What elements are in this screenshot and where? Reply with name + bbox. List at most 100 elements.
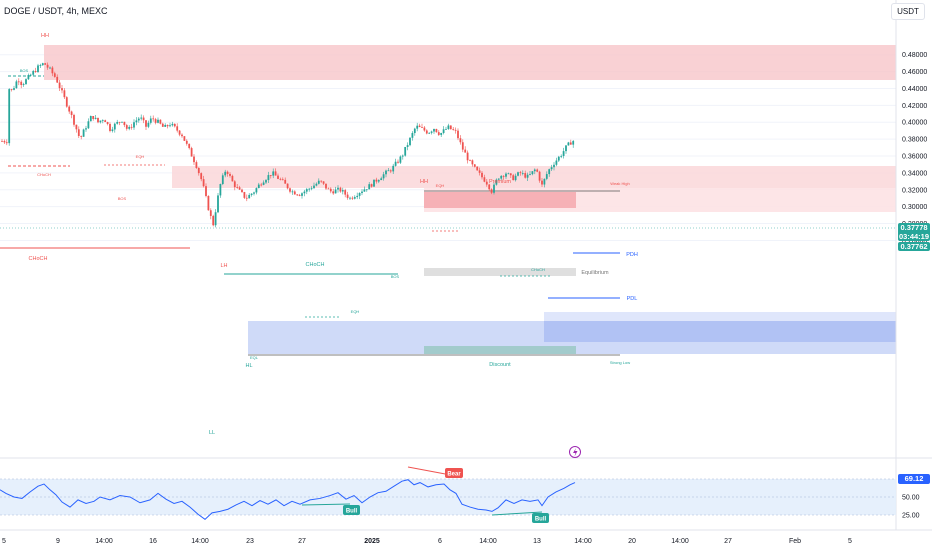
discount-block [424, 346, 576, 354]
candle-body [1, 140, 3, 142]
pdh-label: PDH [626, 252, 638, 258]
candle-body [469, 160, 471, 162]
candle-body [142, 117, 145, 121]
candle-body [409, 137, 411, 146]
candle-body [253, 192, 255, 194]
candle-body [449, 125, 452, 130]
candle-body [543, 178, 546, 185]
candle-body [221, 175, 224, 185]
price-tick-label: 0.30000 [902, 204, 927, 211]
candle-body [128, 126, 131, 129]
candle-body [111, 129, 114, 131]
candle-body [106, 122, 109, 124]
hl-label: HL [245, 363, 252, 369]
candle-body [437, 132, 440, 135]
price-axis[interactable]: 0.48000 0.46000 0.44000 0.42000 0.40000 0.380… [902, 52, 927, 245]
bos-label-3: BOS [391, 274, 400, 279]
candle-body [490, 189, 493, 193]
candle-body [339, 187, 342, 192]
candle-body [344, 190, 347, 195]
candle-body [145, 120, 147, 127]
candle-body [356, 195, 359, 198]
candle-body [41, 63, 44, 66]
candle-body [385, 170, 387, 175]
candle-body [89, 116, 92, 122]
candle-body [483, 177, 486, 182]
candle-body [15, 81, 18, 89]
candle-body [399, 156, 402, 163]
candle-body [217, 195, 219, 213]
candle-body [13, 88, 15, 90]
time-axis[interactable]: 5 9 14:00 16 14:00 23 27 2025 6 14:00 13 14:00 20 14:… [2, 538, 852, 545]
candle-body [226, 171, 229, 174]
candle-body [368, 184, 371, 190]
candle-body [243, 192, 246, 198]
candle-body [25, 79, 27, 85]
time-tick-label: 23 [246, 538, 254, 545]
bos-label-2: BOS [118, 196, 127, 201]
candle-body [481, 172, 483, 178]
candle-body [493, 184, 495, 193]
price-tick-label: 0.26000 [902, 238, 927, 245]
candle-body [471, 160, 474, 165]
candle-body [159, 119, 162, 124]
candle-body [428, 132, 431, 134]
candle-body [567, 142, 570, 146]
candle-body [447, 125, 450, 129]
candle-body [58, 82, 61, 89]
time-tick-label: 13 [533, 538, 541, 545]
candle-body [113, 123, 116, 130]
candle-body [457, 130, 459, 139]
candle-body [370, 184, 373, 187]
candle-body [337, 187, 339, 190]
candle-body [49, 67, 51, 69]
candle-body [394, 161, 397, 166]
currency-button[interactable]: USDT [891, 3, 925, 20]
candle-body [406, 145, 409, 147]
candle-body [104, 120, 107, 123]
candle-body [277, 175, 279, 179]
candle-body [325, 183, 327, 189]
candle-body [298, 194, 301, 196]
candle-body [524, 173, 527, 178]
candle-body [200, 173, 203, 180]
bull-tag-2 [532, 513, 549, 523]
candle-body [284, 179, 287, 184]
candle-body [70, 111, 73, 115]
candle-body [293, 191, 296, 195]
candle-body [241, 189, 243, 193]
candle-body [363, 189, 366, 192]
hh-mid-label: HH [420, 179, 428, 185]
candle-body [382, 174, 385, 179]
candle-body [502, 175, 505, 177]
last-price-value: 0.37778 [900, 223, 928, 232]
candle-body [485, 181, 488, 185]
candles [1, 62, 575, 228]
candle-body [34, 71, 37, 73]
candle-body [445, 128, 447, 130]
candle-body [361, 191, 363, 194]
price-tick-label: 0.34000 [902, 170, 927, 177]
eql-label-1: EQL [250, 355, 259, 360]
candle-body [411, 133, 414, 138]
rsi-line [0, 479, 576, 520]
candle-body [327, 188, 330, 190]
candle-body [416, 125, 419, 129]
lightning-icon[interactable] [569, 446, 581, 458]
candle-body [555, 160, 558, 165]
candle-body [8, 89, 11, 144]
candle-body [267, 175, 270, 181]
candle-body [99, 120, 102, 123]
candle-body [154, 119, 157, 123]
candle-body [425, 130, 428, 134]
candle-body [178, 130, 181, 135]
time-tick-label: 14:00 [479, 538, 497, 545]
candle-body [219, 184, 222, 196]
candle-body [97, 117, 99, 123]
candle-body [317, 180, 320, 184]
candle-body [572, 141, 575, 145]
candle-body [442, 129, 445, 133]
candle-body [231, 175, 234, 182]
price-tick-label: 0.32000 [902, 187, 927, 194]
